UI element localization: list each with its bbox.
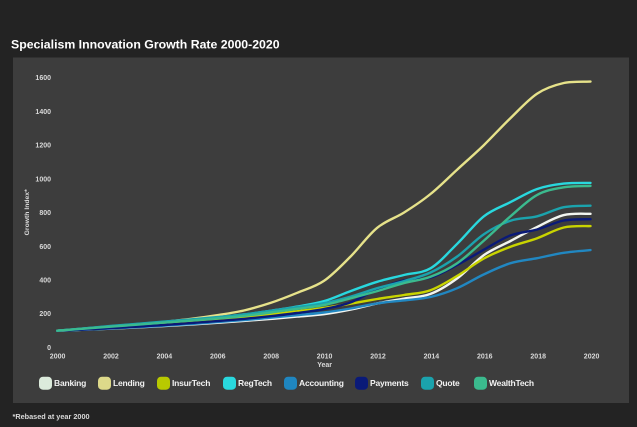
svg-text:2008: 2008 — [263, 354, 279, 361]
svg-text:0: 0 — [47, 345, 51, 352]
svg-text:Specialism Innovation Growth R: Specialism Innovation Growth Rate 2000-2… — [11, 38, 280, 52]
svg-text:2016: 2016 — [477, 354, 493, 361]
svg-text:RegTech: RegTech — [238, 378, 272, 388]
svg-text:2020: 2020 — [584, 354, 600, 361]
svg-text:2018: 2018 — [530, 354, 546, 361]
svg-text:Quote: Quote — [436, 378, 460, 388]
svg-text:1400: 1400 — [35, 109, 51, 116]
svg-text:2000: 2000 — [50, 354, 66, 361]
svg-text:2006: 2006 — [210, 354, 226, 361]
svg-text:1000: 1000 — [35, 176, 51, 183]
svg-text:WealthTech: WealthTech — [489, 378, 534, 388]
svg-text:1600: 1600 — [35, 75, 51, 82]
svg-text:InsurTech: InsurTech — [172, 378, 210, 388]
svg-text:2004: 2004 — [157, 354, 173, 361]
svg-text:400: 400 — [39, 278, 51, 285]
svg-text:2002: 2002 — [103, 354, 119, 361]
svg-text:Growth Index*: Growth Index* — [24, 189, 31, 235]
svg-text:2012: 2012 — [370, 354, 386, 361]
svg-text:2014: 2014 — [424, 354, 440, 361]
svg-text:200: 200 — [39, 311, 51, 318]
svg-text:2010: 2010 — [317, 354, 333, 361]
svg-text:Lending: Lending — [113, 378, 145, 388]
svg-text:Year: Year — [317, 362, 332, 369]
svg-text:Banking: Banking — [54, 378, 86, 388]
svg-text:Accounting: Accounting — [299, 378, 344, 388]
svg-text:*Rebased at year 2000: *Rebased at year 2000 — [13, 412, 90, 421]
svg-text:600: 600 — [39, 244, 51, 251]
svg-text:800: 800 — [39, 210, 51, 217]
svg-text:Payments: Payments — [370, 378, 409, 388]
svg-text:1200: 1200 — [35, 143, 51, 150]
